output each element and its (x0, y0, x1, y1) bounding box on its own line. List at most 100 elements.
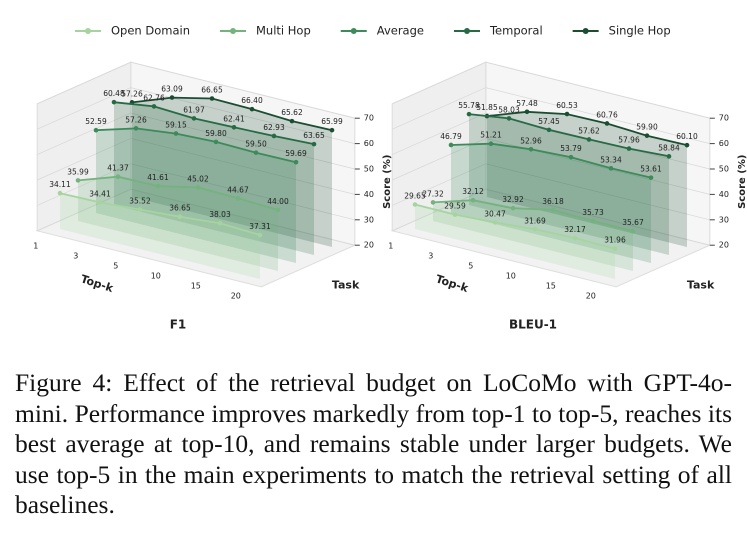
point (506, 116, 512, 121)
value-label: 32.92 (502, 195, 524, 204)
point (492, 220, 498, 225)
legend-label: Multi Hop (256, 24, 311, 38)
value-label: 53.61 (640, 165, 662, 174)
value-label: 52.96 (520, 136, 542, 145)
value-label: 60.10 (676, 132, 698, 141)
line (77, 175, 279, 211)
value-label: 66.40 (241, 96, 263, 105)
value-label: 62.93 (263, 123, 285, 132)
grid-line (37, 188, 355, 246)
point (470, 197, 476, 203)
value-label: 62.76 (143, 93, 165, 102)
value-label: 32.17 (564, 225, 586, 234)
value-label: 45.02 (187, 174, 209, 183)
point (257, 232, 263, 238)
point (97, 200, 103, 205)
z-axis-label: Score (%) (382, 155, 393, 209)
value-label: 51.21 (480, 131, 502, 140)
value-label: 36.65 (169, 204, 191, 213)
point (586, 137, 592, 142)
value-label: 27.32 (422, 189, 444, 198)
z-tick-label: 30 (719, 215, 729, 224)
value-label: 51.85 (476, 103, 498, 112)
value-label: 31.96 (604, 236, 626, 245)
grid-line (37, 87, 355, 144)
value-label: 53.34 (600, 155, 622, 164)
point (568, 154, 574, 160)
line (95, 127, 297, 164)
value-label: 29.65 (404, 191, 426, 200)
value-label: 57.62 (578, 126, 600, 135)
line (131, 96, 333, 132)
point (412, 202, 418, 207)
x-tick-label: 1 (33, 242, 38, 251)
line (486, 110, 688, 146)
value-label: 55.78 (458, 101, 480, 110)
value-label: 60.53 (556, 101, 578, 110)
value-label: 34.11 (49, 180, 71, 189)
value-label: 38.03 (209, 210, 231, 219)
area (78, 176, 278, 271)
value-label: 62.41 (223, 114, 245, 123)
value-label: 60.48 (103, 89, 125, 98)
x-tick-label: 20 (586, 292, 596, 301)
legend-label: Open Domain (111, 24, 190, 38)
point (311, 141, 317, 147)
line (450, 142, 652, 179)
value-label: 60.76 (596, 110, 618, 119)
legend-label: Single Hop (609, 24, 671, 38)
point (604, 121, 610, 126)
grid-line (392, 138, 710, 195)
point (572, 235, 578, 241)
value-label: 34.41 (89, 189, 111, 198)
value-label: 30.47 (484, 209, 506, 218)
point (271, 133, 277, 139)
value-label: 66.65 (201, 86, 223, 95)
area (60, 193, 260, 279)
z-tick-label: 50 (364, 165, 374, 174)
point (249, 106, 255, 112)
point (115, 174, 121, 180)
value-label: 57.48 (516, 99, 538, 108)
value-label: 57.26 (121, 89, 143, 98)
value-label: 59.69 (285, 149, 307, 158)
value-label: 65.62 (281, 108, 303, 117)
figure: Open Domain Multi Hop Average Temporal Singl… (33, 24, 747, 332)
value-label: 53.79 (560, 144, 582, 153)
legend-marker (230, 28, 236, 34)
point (195, 185, 201, 190)
point (488, 141, 494, 147)
legend-marker (350, 28, 357, 34)
x-tick-label: 15 (191, 282, 201, 291)
value-label: 31.69 (524, 216, 546, 225)
point (253, 150, 259, 155)
z-tick-label: 20 (719, 241, 729, 250)
value-label: 32.12 (462, 187, 484, 196)
point (630, 228, 636, 234)
value-label: 41.61 (147, 173, 169, 182)
y-axis-label: Task (687, 278, 715, 291)
point (111, 99, 117, 105)
z-tick-label: 60 (364, 139, 374, 148)
z-tick-label: 70 (719, 114, 729, 123)
z-tick-label: 50 (719, 165, 729, 174)
point (169, 95, 175, 100)
grid-line (37, 61, 355, 119)
point (430, 200, 436, 205)
value-label: 41.37 (107, 164, 129, 173)
chart-title: BLEU-1 (509, 318, 557, 332)
point (612, 246, 618, 251)
point (75, 178, 81, 183)
point (289, 118, 295, 124)
value-label: 35.52 (129, 197, 151, 206)
point (293, 159, 299, 165)
point (626, 146, 632, 151)
value-label: 59.15 (165, 121, 187, 130)
value-label: 35.73 (582, 208, 604, 217)
point (608, 166, 614, 171)
value-label: 59.80 (205, 129, 227, 138)
value-label: 59.50 (245, 140, 267, 149)
z-tick-label: 40 (364, 190, 374, 199)
point (644, 133, 650, 138)
value-label: 37.31 (249, 222, 271, 231)
